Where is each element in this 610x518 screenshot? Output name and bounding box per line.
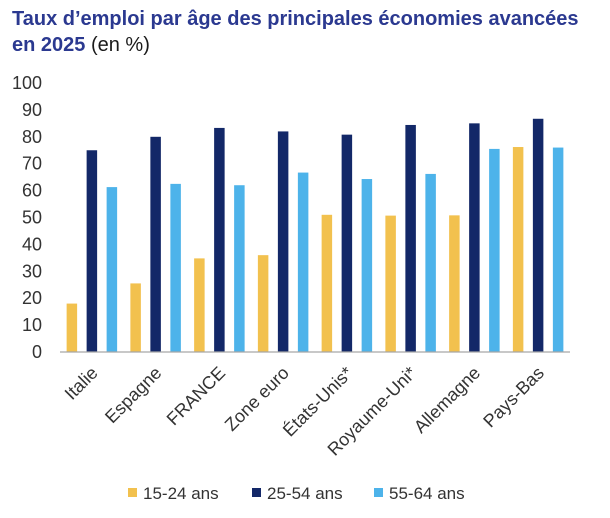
bar-25-54-ans-6	[469, 123, 480, 352]
bar-25-54-ans-7	[532, 118, 544, 352]
bar-55-64-ans-1	[170, 183, 181, 352]
bar-15-24-ans-6	[449, 215, 460, 352]
legend-label: 25-54 ans	[267, 484, 343, 503]
y-tick-label: 70	[22, 154, 42, 174]
x-category-label: Pays-Bas	[479, 363, 548, 432]
legend-label: 15-24 ans	[143, 484, 219, 503]
bar-25-54-ans-2	[214, 127, 225, 352]
chart-title: Taux d’emploi par âge des principales éc…	[12, 6, 602, 58]
bar-55-64-ans-7	[552, 147, 564, 352]
legend-label: 55-64 ans	[389, 484, 465, 503]
bars	[66, 118, 564, 353]
chart-title-unit: (en %)	[90, 34, 150, 56]
y-tick-label: 50	[22, 208, 42, 228]
x-category-label: Espagne	[101, 363, 165, 427]
legend-item: 25-54 ans	[252, 484, 343, 503]
bar-55-64-ans-2	[234, 185, 245, 352]
y-tick-label: 90	[22, 100, 42, 120]
x-category-label: Allemagne	[410, 363, 484, 437]
bar-55-64-ans-5	[425, 173, 436, 352]
y-tick-label: 20	[22, 288, 42, 308]
y-tick-label: 0	[32, 342, 42, 362]
chart-title-main: Taux d’emploi par âge des principales éc…	[12, 8, 579, 56]
bar-15-24-ans-3	[257, 255, 269, 352]
bar-55-64-ans-0	[106, 187, 118, 352]
y-tick-label: 10	[22, 315, 42, 335]
legend: 15-24 ans 25-54 ans 55-64 ans	[128, 484, 465, 503]
y-tick-label: 30	[22, 261, 42, 281]
bar-25-54-ans-1	[150, 136, 161, 352]
legend-item: 55-64 ans	[374, 484, 465, 503]
bar-25-54-ans-4	[341, 134, 353, 352]
bar-25-54-ans-5	[405, 124, 416, 353]
bar-25-54-ans-3	[277, 131, 289, 352]
bar-15-24-ans-4	[321, 214, 333, 352]
bar-55-64-ans-3	[297, 172, 309, 352]
legend-swatch	[252, 488, 261, 497]
bar-15-24-ans-5	[385, 215, 396, 352]
bar-15-24-ans-2	[194, 258, 205, 352]
x-category-label: FRANCE	[163, 363, 229, 429]
y-tick-label: 40	[22, 234, 42, 254]
x-category-label: Italie	[61, 363, 102, 404]
y-tick-label: 80	[22, 127, 42, 147]
bar-15-24-ans-0	[66, 303, 78, 352]
y-tick-label: 60	[22, 181, 42, 201]
bar-15-24-ans-7	[512, 147, 524, 352]
legend-swatch	[374, 488, 383, 497]
legend-swatch	[128, 488, 137, 497]
y-axis: 0 10 20 30 40 50 60 70 80 90 100	[12, 73, 42, 362]
bar-55-64-ans-6	[489, 148, 500, 352]
y-tick-label: 100	[12, 73, 42, 93]
bar-55-64-ans-4	[361, 179, 373, 352]
legend-item: 15-24 ans	[128, 484, 219, 503]
bar-25-54-ans-0	[86, 150, 98, 352]
bar-15-24-ans-1	[130, 283, 141, 352]
